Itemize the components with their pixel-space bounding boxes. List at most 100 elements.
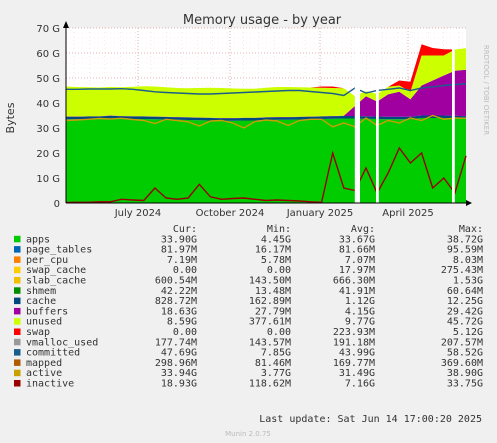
legend-value-avg: 4.15G <box>345 306 375 317</box>
legend-value-max: 207.57M <box>441 337 483 348</box>
legend-value-min: 4.45G <box>261 234 291 245</box>
legend-series-name: unused <box>26 317 62 328</box>
legend-value-min: 27.79M <box>255 306 291 317</box>
legend-column-header: Max: <box>459 224 483 235</box>
legend-value-avg: 666.30M <box>333 276 375 287</box>
legend-swatch-mapped <box>14 359 21 366</box>
legend-value-max: 45.72G <box>447 317 483 328</box>
legend-swatch-committed <box>14 349 21 356</box>
legend-column-header: Cur: <box>173 224 197 235</box>
line-inactive <box>65 146 467 204</box>
legend-value-cur: 42.22M <box>161 286 197 297</box>
y-tick-label: 60 G <box>36 49 60 60</box>
legend-value-avg: 33.67G <box>339 234 375 245</box>
legend-swatch-active <box>14 369 21 377</box>
legend-value-avg: 191.18M <box>333 337 375 348</box>
gap-region <box>376 28 379 203</box>
legend-value-cur: 33.94G <box>161 368 197 379</box>
legend-column-header: Avg: <box>351 224 375 235</box>
legend-series-name: mapped <box>26 358 62 369</box>
legend-value-avg: 169.77M <box>333 358 375 369</box>
legend-series-name: vmalloc_used <box>26 337 98 348</box>
legend-swatch-per-cpu <box>14 256 21 263</box>
legend-value-cur: 0.00 <box>173 327 197 338</box>
x-tick-label: January 2025 <box>286 208 354 219</box>
legend-series-name: apps <box>26 234 50 245</box>
legend-value-cur: 828.72M <box>155 296 197 307</box>
y-tick-label: 30 G <box>36 124 60 135</box>
legend-value-max: 275.43M <box>441 265 483 276</box>
x-tick-label: October 2024 <box>196 208 265 219</box>
legend-value-avg: 81.66M <box>339 245 375 256</box>
legend-value-max: 29.42G <box>447 306 483 317</box>
legend-value-avg: 7.16G <box>345 379 375 390</box>
legend-value-cur: 8.59G <box>167 317 197 328</box>
legend-value-cur: 7.19M <box>167 255 197 266</box>
legend-value-min: 377.61M <box>249 317 291 328</box>
legend-series-name: slab_cache <box>26 276 86 287</box>
y-tick-labels: 0 10 G 20 G 30 G 40 G 50 G 60 G 70 G <box>36 24 60 210</box>
legend-series-name: page_tables <box>26 245 92 256</box>
legend-value-min: 81.46M <box>255 358 291 369</box>
legend-swatch-swap <box>14 328 21 335</box>
y-tick-label: 10 G <box>36 174 60 185</box>
munin-version: Munin 2.0.75 <box>225 430 271 438</box>
area-apps <box>66 118 466 203</box>
line-active <box>65 114 467 129</box>
legend-value-min: 3.77G <box>261 368 291 379</box>
legend-table: Cur: Min: Avg: Max: apps 33.90G 4.45G 33.67G 38.… <box>14 224 483 390</box>
legend-value-avg: 31.49G <box>339 368 375 379</box>
line-committed <box>66 83 467 97</box>
legend-value-max: 1.53G <box>453 276 483 287</box>
area-buffers <box>66 69 466 119</box>
legend-value-max: 33.75G <box>447 379 483 390</box>
legend-value-max: 38.90G <box>447 368 483 379</box>
series-lines <box>65 83 467 204</box>
y-tick-label: 0 <box>54 199 60 210</box>
legend-value-cur: 177.74M <box>155 337 197 348</box>
legend-swatch-cache <box>14 297 21 305</box>
legend-value-cur: 18.63G <box>161 306 197 317</box>
legend-series-name: inactive <box>26 379 74 390</box>
legend-value-cur: 0.00 <box>173 265 197 276</box>
legend-series-name: shmem <box>26 286 56 297</box>
legend-value-min: 0.00 <box>267 265 291 276</box>
legend-swatch-page-tables <box>14 246 21 253</box>
legend-swatch-vmalloc-used <box>14 338 21 346</box>
x-tick-label: July 2024 <box>114 208 162 219</box>
legend-value-cur: 47.69G <box>161 348 197 359</box>
legend-series-name: per_cpu <box>26 255 68 266</box>
legend-value-min: 143.50M <box>249 276 291 287</box>
legend-value-cur: 81.97M <box>161 245 197 256</box>
x-tick-labels: July 2024 October 2024 January 2025 April 2… <box>114 208 434 219</box>
y-axis-label: Bytes <box>4 102 17 133</box>
legend-swatch-unused <box>14 318 21 325</box>
legend-swatch-buffers <box>14 307 21 315</box>
rrdtool-credit: RRDTOOL / TOBI OETIKER <box>482 45 490 135</box>
legend-value-avg: 9.77G <box>345 317 375 328</box>
x-tick-label: April 2025 <box>382 208 433 219</box>
legend-swatch-shmem <box>14 287 21 294</box>
legend-value-max: 369.60M <box>441 358 483 369</box>
legend-swatch-swap-cache <box>14 266 21 274</box>
legend-value-max: 8.03M <box>453 255 483 266</box>
legend-value-avg: 17.97M <box>339 265 375 276</box>
legend-swatch-inactive <box>14 380 21 387</box>
y-tick-label: 70 G <box>36 24 60 35</box>
legend-value-max: 12.25G <box>447 296 483 307</box>
y-tick-label: 20 G <box>36 149 60 160</box>
legend-value-avg: 1.12G <box>345 296 375 307</box>
legend-value-max: 95.59M <box>447 245 483 256</box>
legend-swatch-apps <box>14 235 21 243</box>
legend-value-min: 5.78M <box>261 255 291 266</box>
legend-series-name: swap <box>26 327 50 338</box>
y-axis-arrow <box>63 21 69 28</box>
gap-region <box>354 28 360 203</box>
last-update: Last update: Sat Jun 14 17:00:20 2025 <box>259 414 482 425</box>
legend-value-avg: 7.07M <box>345 255 375 266</box>
area-unused <box>66 48 466 118</box>
y-tick-label: 40 G <box>36 99 60 110</box>
gap-region <box>452 28 455 203</box>
